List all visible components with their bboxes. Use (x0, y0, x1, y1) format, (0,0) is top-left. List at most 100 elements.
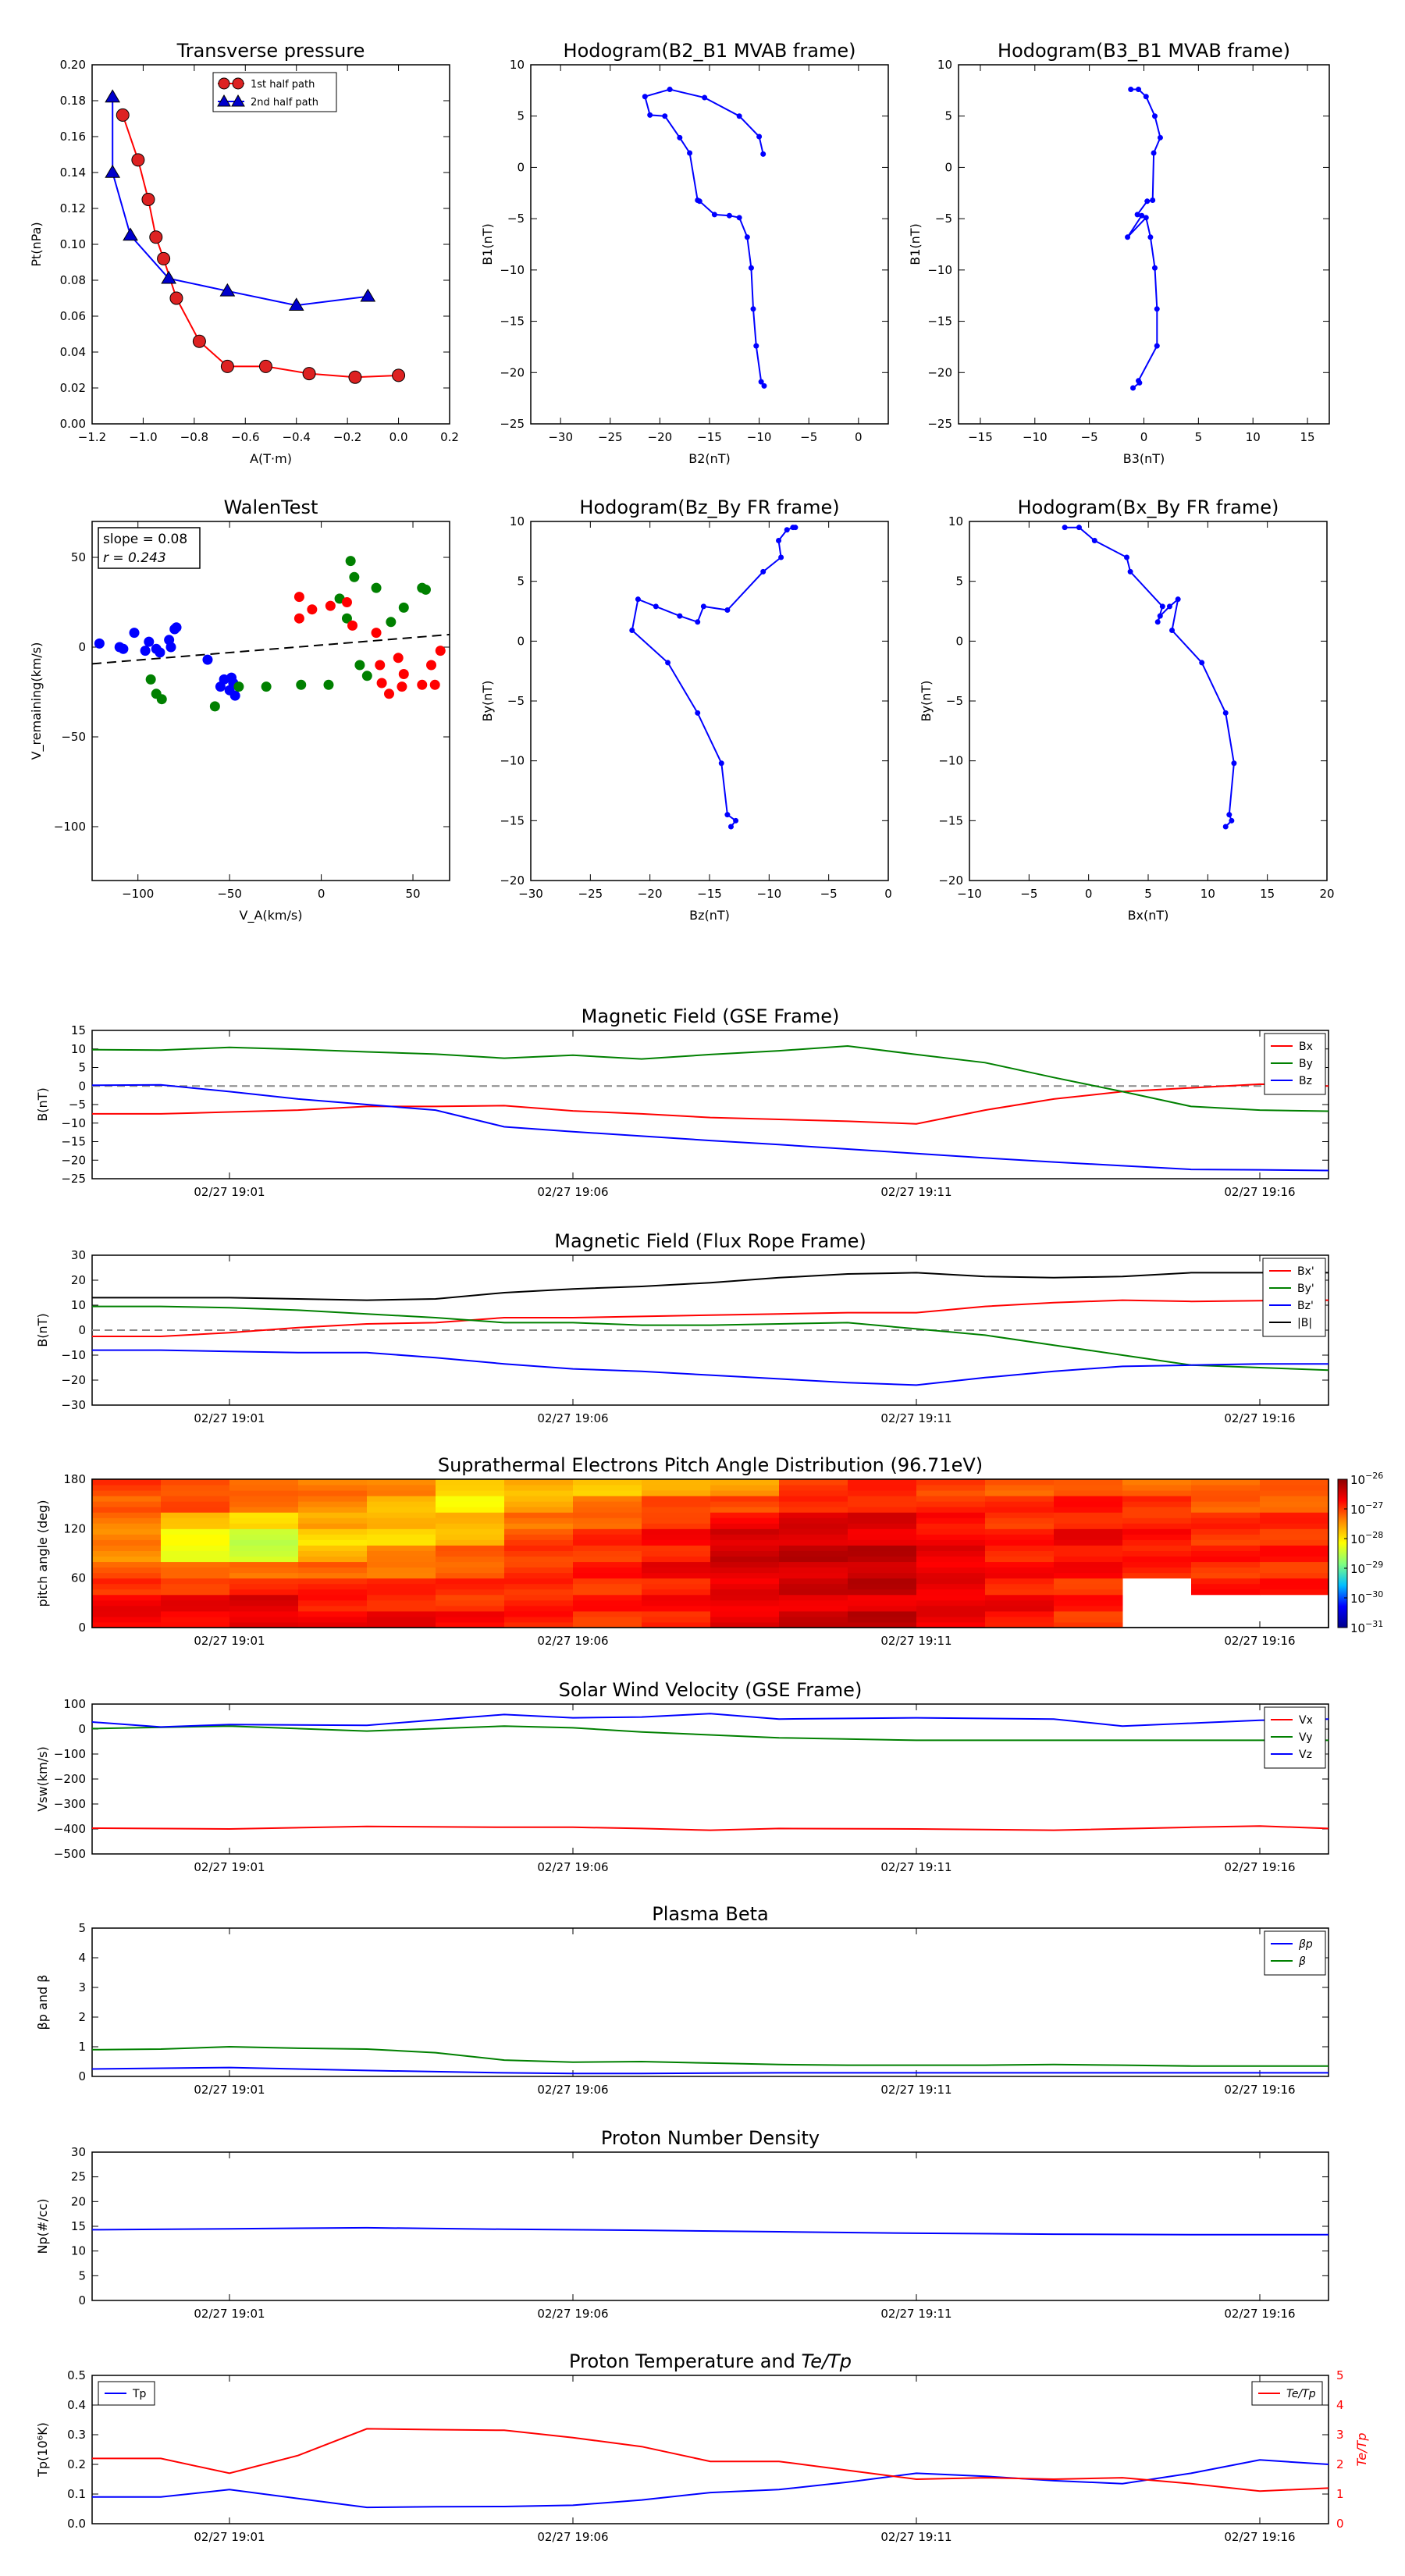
vsw-legend-label: Vy (1299, 1731, 1313, 1744)
walen-ylabel: V_remaining(km/s) (29, 642, 44, 760)
pad-cell (985, 1594, 1055, 1601)
pad-cell (504, 1556, 574, 1563)
np-ytick-label: 5 (78, 2268, 86, 2282)
pad-colorbar-label: 10−27 (1350, 1500, 1383, 1517)
pad-cell (1260, 1539, 1329, 1546)
pad-cell (710, 1534, 780, 1540)
pad-cell (779, 1610, 848, 1617)
b_fr-series-by--line (92, 1305, 1329, 1372)
pt-ytick-label: 0.10 (60, 237, 86, 251)
pt-xtick-label: −0.6 (231, 430, 259, 444)
pad-cell (848, 1578, 917, 1585)
pad-cell (504, 1545, 574, 1551)
pad-cell (367, 1589, 436, 1596)
pad-cell (779, 1605, 848, 1612)
hxy-point (1231, 760, 1237, 767)
hzy-point (760, 568, 767, 575)
walen-point (398, 669, 409, 679)
pad-cell (985, 1561, 1055, 1568)
walen-point (349, 571, 360, 582)
hzy-ytick-label: 5 (517, 575, 525, 589)
pad-cell (1122, 1539, 1192, 1546)
pt-ytick-label: 0.06 (60, 309, 86, 323)
hxy-point (1159, 603, 1165, 610)
pad-colorbar-label: 10−31 (1350, 1619, 1383, 1635)
pad-cell (161, 1545, 230, 1551)
pad-cell (1122, 1534, 1192, 1540)
pad-cell (1054, 1539, 1123, 1546)
b_gse-series-by-line (92, 1044, 1329, 1112)
walen-xtick-label: 50 (405, 887, 420, 901)
pad-cell (916, 1517, 986, 1524)
pad-cell (436, 1567, 505, 1574)
pad-cell (436, 1507, 505, 1513)
pad-cell (367, 1578, 436, 1585)
pad-cell (436, 1561, 505, 1568)
pad-cell (779, 1583, 848, 1590)
pad-cell (504, 1501, 574, 1507)
b_gse-xtick-label: 02/27 19:16 (1224, 1185, 1295, 1199)
pad-cell (229, 1496, 299, 1502)
pad-cell (779, 1621, 848, 1628)
pad-cell (367, 1605, 436, 1612)
pad-cell (848, 1616, 917, 1623)
pad-cell (1260, 1561, 1329, 1568)
pad-cell (710, 1539, 780, 1546)
pad-cell (1054, 1621, 1123, 1628)
pad-cell (229, 1583, 299, 1590)
pad-cell (1191, 1517, 1261, 1524)
np-chart: Proton Number Density 02/27 19:01 02/27 19… (35, 2127, 1329, 2321)
pad-cell (573, 1485, 642, 1491)
h13-ytick-label: −25 (927, 417, 952, 431)
h23-point (677, 134, 683, 141)
h23-xtick-label: −25 (598, 430, 623, 444)
hxy-point (1166, 603, 1172, 610)
pad-cell (436, 1528, 505, 1535)
hzy-xtick-label: 0 (884, 887, 892, 901)
pad-cell (1054, 1485, 1123, 1491)
pad-cell (642, 1539, 711, 1546)
pad-cell (92, 1605, 162, 1612)
pad-cell (985, 1507, 1055, 1513)
pad-cell (229, 1572, 299, 1579)
hxy-point (1222, 710, 1229, 716)
pad-cell (848, 1583, 917, 1590)
pad-cell (916, 1512, 986, 1518)
pad-cell (298, 1556, 368, 1563)
pad-cell (848, 1550, 917, 1557)
pad-cell (916, 1539, 986, 1546)
pad-cell (1122, 1561, 1192, 1568)
beta-title: Plasma Beta (652, 1903, 768, 1925)
pad-cell (367, 1561, 436, 1568)
pad-cell (436, 1550, 505, 1557)
pad-cell (573, 1594, 642, 1601)
walen-point (429, 679, 440, 690)
pad-cell (92, 1616, 162, 1623)
hxy-ytick-label: −20 (938, 873, 963, 888)
pad-cell (367, 1616, 436, 1623)
pad-cell (504, 1610, 574, 1617)
pt-ylabel: Pt(nPa) (29, 222, 44, 266)
pad-cell (1122, 1507, 1192, 1513)
hzy-ytick-label: 10 (510, 514, 525, 528)
h23-ytick-label: −10 (500, 263, 525, 277)
h13-point (1130, 385, 1136, 391)
pad-cell (298, 1561, 368, 1568)
b_gse-legend-label: By (1299, 1058, 1313, 1070)
pad-cell (367, 1545, 436, 1551)
h23-point (662, 113, 668, 119)
pad-cell (92, 1523, 162, 1529)
hxy-title: Hodogram(Bx_By FR frame) (1018, 496, 1279, 518)
tp-title-main: Proton Temperature and (569, 2350, 801, 2372)
b_fr-series-bz--line (92, 1349, 1329, 1386)
pad-cell (92, 1567, 162, 1574)
np-ytick-label: 25 (71, 2170, 86, 2184)
pad-cell (92, 1501, 162, 1507)
walen-r-label: r = 0.243 (103, 550, 166, 566)
pad-cell (848, 1539, 917, 1546)
pad-cell (1260, 1578, 1329, 1585)
pad-cell (1054, 1599, 1123, 1606)
hxy-point (1222, 824, 1229, 830)
pad-cell (916, 1599, 986, 1606)
pad-cell (298, 1479, 368, 1485)
